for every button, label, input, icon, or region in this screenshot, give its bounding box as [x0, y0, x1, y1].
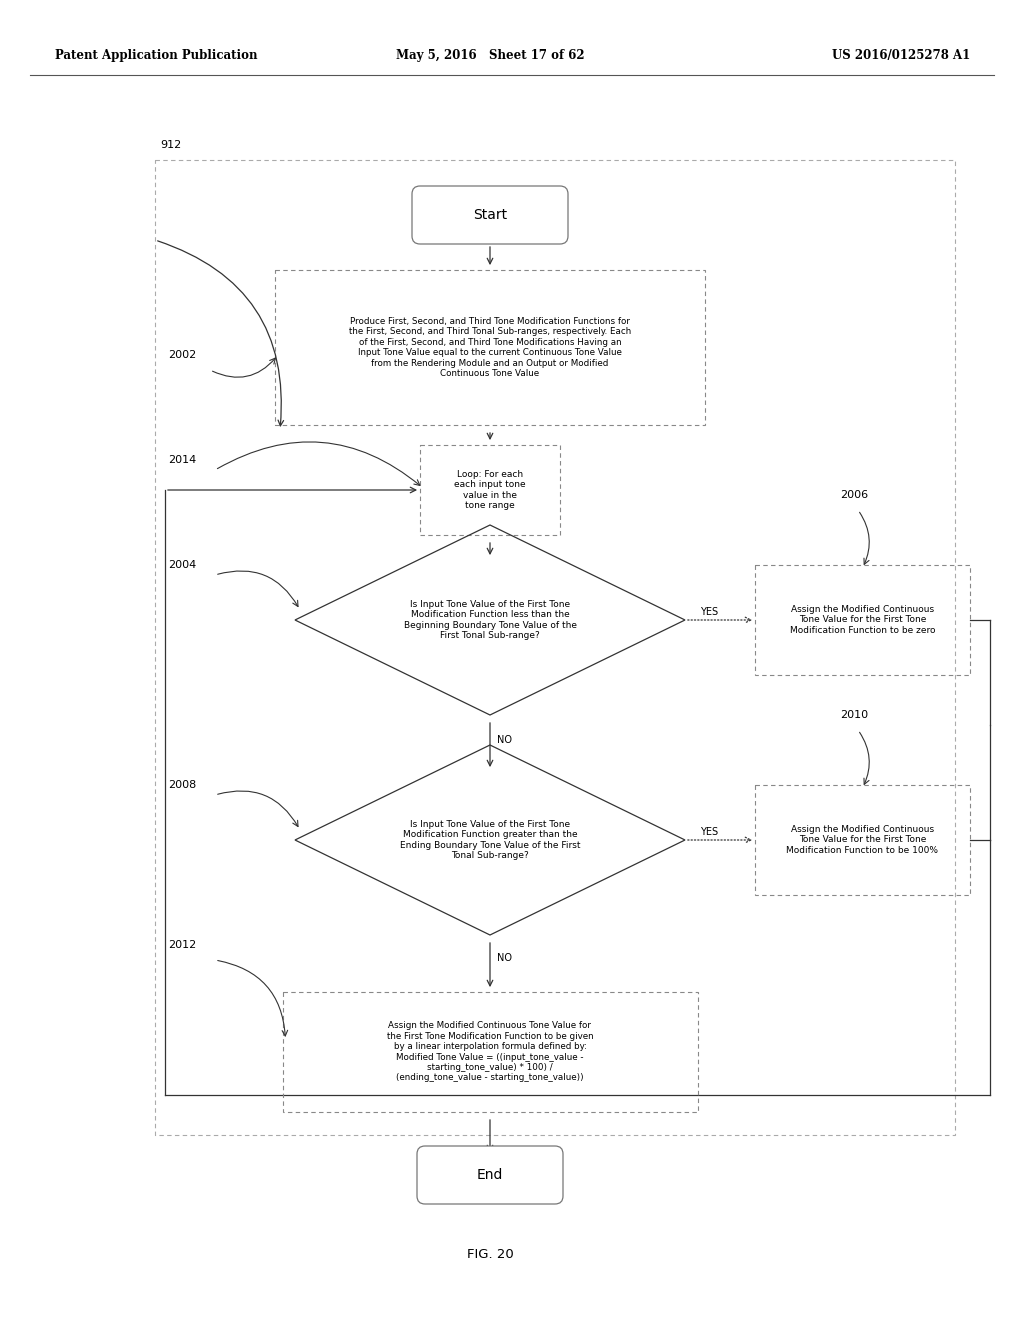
Text: 2006: 2006	[840, 490, 868, 500]
Text: 2010: 2010	[840, 710, 868, 719]
Text: 912: 912	[160, 140, 181, 150]
Text: Assign the Modified Continuous
Tone Value for the First Tone
Modification Functi: Assign the Modified Continuous Tone Valu…	[790, 605, 935, 635]
Bar	[275, 271, 705, 425]
FancyBboxPatch shape	[412, 186, 568, 244]
Bar	[283, 993, 697, 1111]
Text: Start: Start	[473, 209, 507, 222]
Text: 2012: 2012	[168, 940, 197, 950]
Text: 2014: 2014	[168, 455, 197, 465]
Text: Assign the Modified Continuous
Tone Value for the First Tone
Modification Functi: Assign the Modified Continuous Tone Valu…	[786, 825, 939, 855]
Bar	[420, 445, 560, 535]
Text: May 5, 2016   Sheet 17 of 62: May 5, 2016 Sheet 17 of 62	[395, 49, 585, 62]
Text: Assign the Modified Continuous Tone Value for
the First Tone Modification Functi: Assign the Modified Continuous Tone Valu…	[387, 1022, 593, 1082]
Text: End: End	[477, 1168, 503, 1181]
Bar	[755, 565, 970, 675]
FancyBboxPatch shape	[417, 1146, 563, 1204]
Text: US 2016/0125278 A1: US 2016/0125278 A1	[831, 49, 970, 62]
Text: YES: YES	[700, 828, 718, 837]
Text: 2008: 2008	[168, 780, 197, 789]
Text: FIG. 20: FIG. 20	[467, 1249, 513, 1262]
Text: 2002: 2002	[168, 350, 197, 360]
Text: Is Input Tone Value of the First Tone
Modification Function greater than the
End: Is Input Tone Value of the First Tone Mo…	[399, 820, 581, 861]
Text: Produce First, Second, and Third Tone Modification Functions for
the First, Seco: Produce First, Second, and Third Tone Mo…	[349, 317, 631, 378]
Text: Patent Application Publication: Patent Application Publication	[55, 49, 257, 62]
Text: 2004: 2004	[168, 560, 197, 570]
Text: YES: YES	[700, 607, 718, 616]
Text: NO: NO	[497, 735, 512, 744]
Text: NO: NO	[497, 953, 512, 964]
Bar	[755, 785, 970, 895]
Bar	[155, 160, 955, 1135]
Text: Loop: For each
each input tone
value in the
tone range: Loop: For each each input tone value in …	[455, 470, 525, 510]
Text: Is Input Tone Value of the First Tone
Modification Function less than the
Beginn: Is Input Tone Value of the First Tone Mo…	[403, 599, 577, 640]
